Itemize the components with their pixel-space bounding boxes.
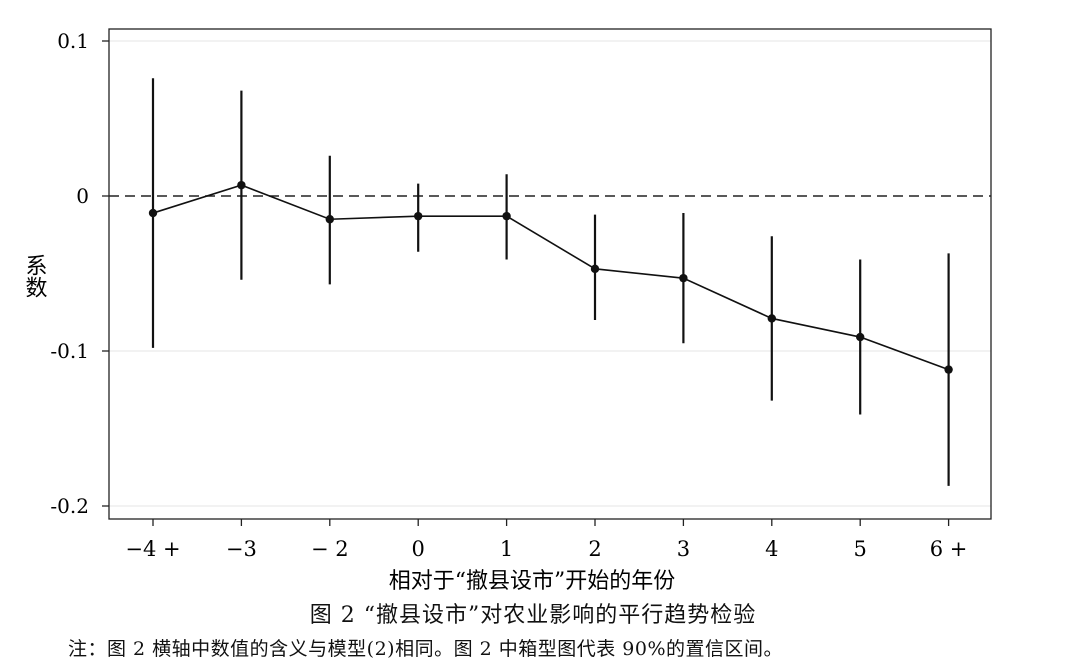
data-point — [148, 208, 158, 218]
figure-caption: 图 2 “撤县设市”对农业影响的平行趋势检验 — [309, 603, 757, 628]
data-point — [856, 332, 865, 342]
x-tick-label: 2 — [588, 537, 601, 561]
axes: 0.1 0 -0.1 -0.2 −4 + −3 − 2 0 1 2 3 4 5 6 + — [50, 29, 967, 561]
gridlines — [109, 40, 991, 507]
y-tick-label: 0 — [76, 184, 89, 208]
y-axis-label: 系数 — [22, 254, 48, 298]
data-point — [237, 180, 246, 190]
data-point — [502, 211, 511, 221]
x-tick-label: −4 + — [125, 537, 180, 561]
plot-frame — [108, 28, 992, 520]
x-tick-label: 3 — [677, 537, 690, 561]
data-point — [414, 211, 423, 221]
x-tick-label: 4 — [765, 537, 778, 561]
x-tick-label: 0 — [412, 537, 425, 561]
x-tick-label: −3 — [226, 537, 257, 561]
data-point — [590, 264, 600, 274]
series-line — [152, 184, 949, 371]
y-tick-label: 0.1 — [57, 29, 89, 53]
x-axis-label: 相对于“撤县设市”开始的年份 — [389, 569, 676, 594]
x-tick-label: 1 — [500, 537, 513, 561]
x-tick-label: 6 + — [930, 537, 968, 561]
data-point — [325, 215, 334, 224]
y-tick-label: -0.2 — [50, 494, 89, 518]
x-tick-label: − 2 — [311, 537, 349, 561]
y-tick-label: -0.1 — [50, 339, 89, 363]
coefficient-chart: 0.1 0 -0.1 -0.2 −4 + −3 − 2 0 1 2 3 4 5 6 + 系数 相对于“撤县… — [22, 28, 992, 594]
figure-note: 注：图 2 横轴中数值的含义与模型(2)相同。图 2 中箱型图代表 90%的置信… — [68, 638, 784, 660]
data-point — [679, 273, 688, 283]
data-point — [767, 314, 776, 323]
series-marks — [148, 78, 953, 486]
data-point — [944, 365, 953, 374]
x-tick-label: 5 — [854, 537, 867, 561]
